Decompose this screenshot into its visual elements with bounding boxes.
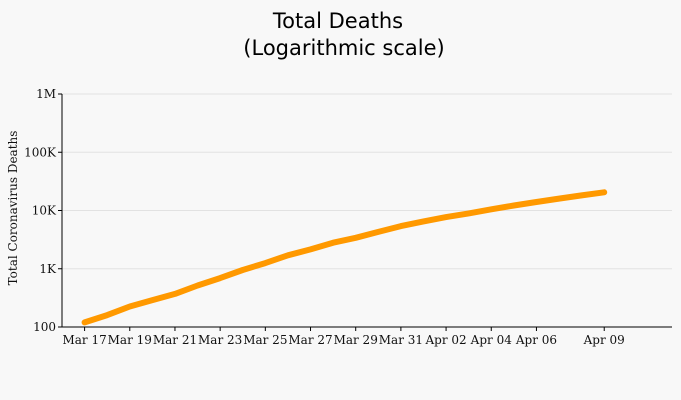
data-point <box>195 283 201 288</box>
deaths-series-line <box>81 189 608 326</box>
y-tick-label: 100 <box>33 320 56 334</box>
x-tick-label: Apr 04 <box>470 333 513 347</box>
data-point <box>172 291 178 297</box>
data-point <box>443 214 449 220</box>
data-point <box>579 192 585 198</box>
x-axis-ticks: Mar 17 Mar 19 Mar 21 Mar 23 Mar 25 Mar 27 Mar … <box>62 327 625 347</box>
data-point <box>240 267 246 273</box>
data-point <box>375 229 381 235</box>
chart-title: Total Deaths <box>272 9 403 33</box>
x-tick-label: Mar 25 <box>243 333 287 347</box>
x-tick-label: Apr 02 <box>424 333 466 347</box>
grid-lines <box>62 93 672 270</box>
data-point <box>556 196 562 202</box>
data-point <box>127 304 133 309</box>
data-point <box>330 240 336 246</box>
x-tick-label: Mar 29 <box>334 333 378 347</box>
data-point <box>149 297 155 303</box>
data-point <box>601 189 607 195</box>
y-tick-label: 100K <box>24 145 57 159</box>
y-tick-label: 10K <box>32 204 57 218</box>
data-point <box>217 275 223 281</box>
data-point <box>511 203 517 208</box>
x-tick-label: Apr 09 <box>583 333 625 347</box>
data-point <box>488 206 494 212</box>
y-tick-label: 1M <box>36 87 56 101</box>
data-point <box>421 218 426 224</box>
y-axis-ticks: 100 1K 10K 100K 1M <box>24 87 62 334</box>
y-tick-label: 1K <box>39 262 57 276</box>
data-point <box>104 312 110 318</box>
data-point <box>533 199 539 205</box>
x-tick-label: Mar 21 <box>153 333 197 347</box>
x-tick-label: Apr 06 <box>515 333 557 347</box>
series-layer <box>81 189 608 326</box>
y-axis-title: Total Coronavirus Deaths <box>6 131 20 286</box>
data-point <box>308 246 313 252</box>
data-point <box>82 319 88 325</box>
x-tick-label: Mar 19 <box>108 333 152 347</box>
x-tick-label: Mar 27 <box>288 333 332 347</box>
data-point <box>398 223 404 229</box>
data-point <box>466 210 472 216</box>
x-tick-label: Mar 31 <box>379 333 423 347</box>
data-point <box>285 252 291 258</box>
x-tick-label: Mar 23 <box>198 333 242 347</box>
chart-subtitle: (Logarithmic scale) <box>243 36 444 60</box>
x-tick-label: Mar 17 <box>62 333 106 347</box>
data-point <box>353 235 359 241</box>
data-point <box>262 260 268 266</box>
